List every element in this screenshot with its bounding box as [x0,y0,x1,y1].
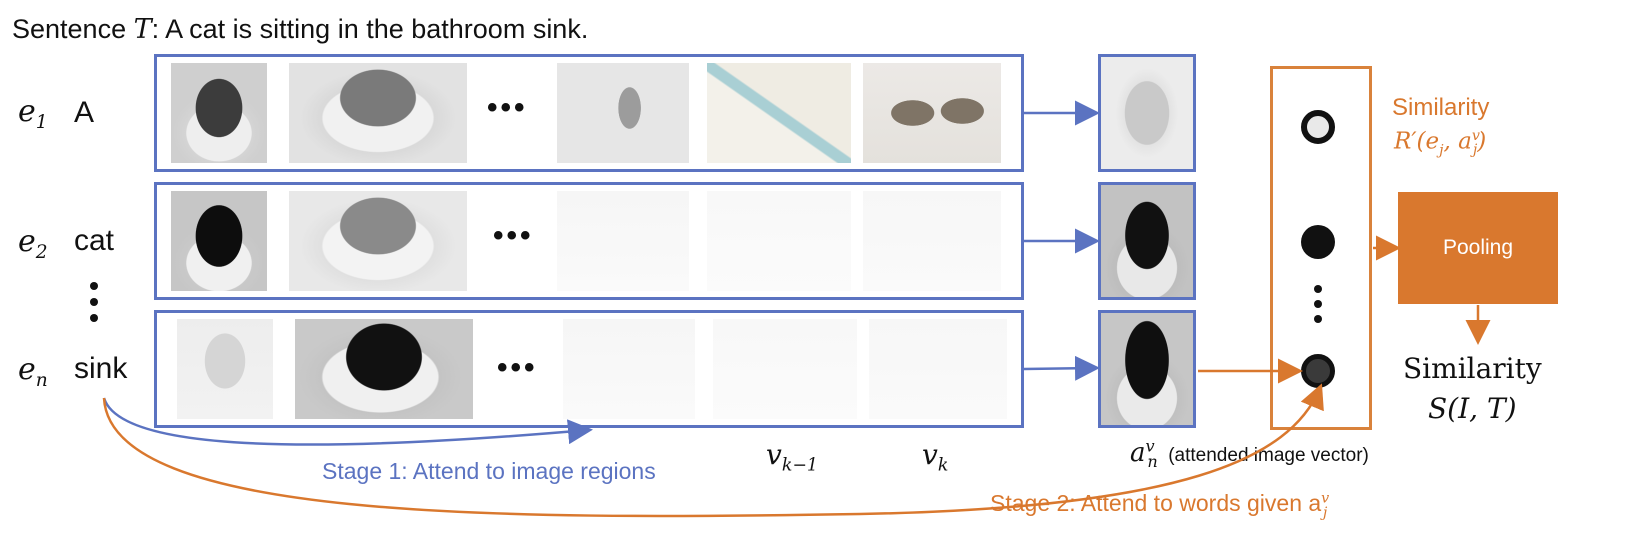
similarity-column [1270,66,1372,430]
region-strip-row2: ••• [154,182,1024,300]
similarity-s-formula: S(I, T) [1428,392,1517,425]
cat-in-sink-image [171,63,267,163]
vertical-ellipsis-nodes [1314,285,1322,323]
sink-image [295,319,473,419]
stage2-curve [102,383,1324,518]
arrow-rown-to-attended [1023,355,1100,381]
en-label: en [18,352,48,391]
horizontal-ellipsis: ••• [493,219,534,252]
sunglasses-image [863,63,1001,163]
horizontal-ellipsis: ••• [497,351,538,384]
cat-in-sink-image [171,191,267,291]
sink-image [289,63,467,163]
similarity-r-formula: R′(ej, avj) [1394,128,1487,159]
sunglasses-image [869,319,1007,419]
toothpaste-image [713,319,857,419]
word-sink: sink [74,352,128,385]
stage1-curve [102,397,593,446]
word-a: A [74,96,95,129]
sentence-header: Sentence T: A cat is sitting in the bath… [12,14,589,45]
similarity-r-title: Similarity [1392,94,1490,121]
cat-in-sink-image [177,319,273,419]
attended-vector-label: avn (attended image vector) [1130,436,1369,471]
region-strip-rown: ••• [154,310,1024,428]
sink-image [289,191,467,291]
sunglasses-image [863,191,1001,291]
v-k-minus-1-label: vk−1 [766,438,818,476]
toothpaste-image [707,191,851,291]
similarity-s-title: Similarity [1403,352,1542,385]
faucet-image [557,191,689,291]
e1-label: e1 [18,94,48,133]
stage1-label: Stage 1: Attend to image regions [322,458,656,484]
v-k-label: vk [922,438,949,476]
vertical-ellipsis-words [90,282,98,322]
e2-label: e2 [18,224,48,263]
similarity-node-1 [1301,110,1335,144]
faucet-image [563,319,695,419]
faucet-image [557,63,689,163]
pooling-box: Pooling [1398,192,1558,304]
toothpaste-image [707,63,851,163]
horizontal-ellipsis: ••• [487,91,528,124]
word-cat: cat [74,224,115,257]
similarity-node-2 [1301,225,1335,259]
region-strip-row1: ••• [154,54,1024,172]
